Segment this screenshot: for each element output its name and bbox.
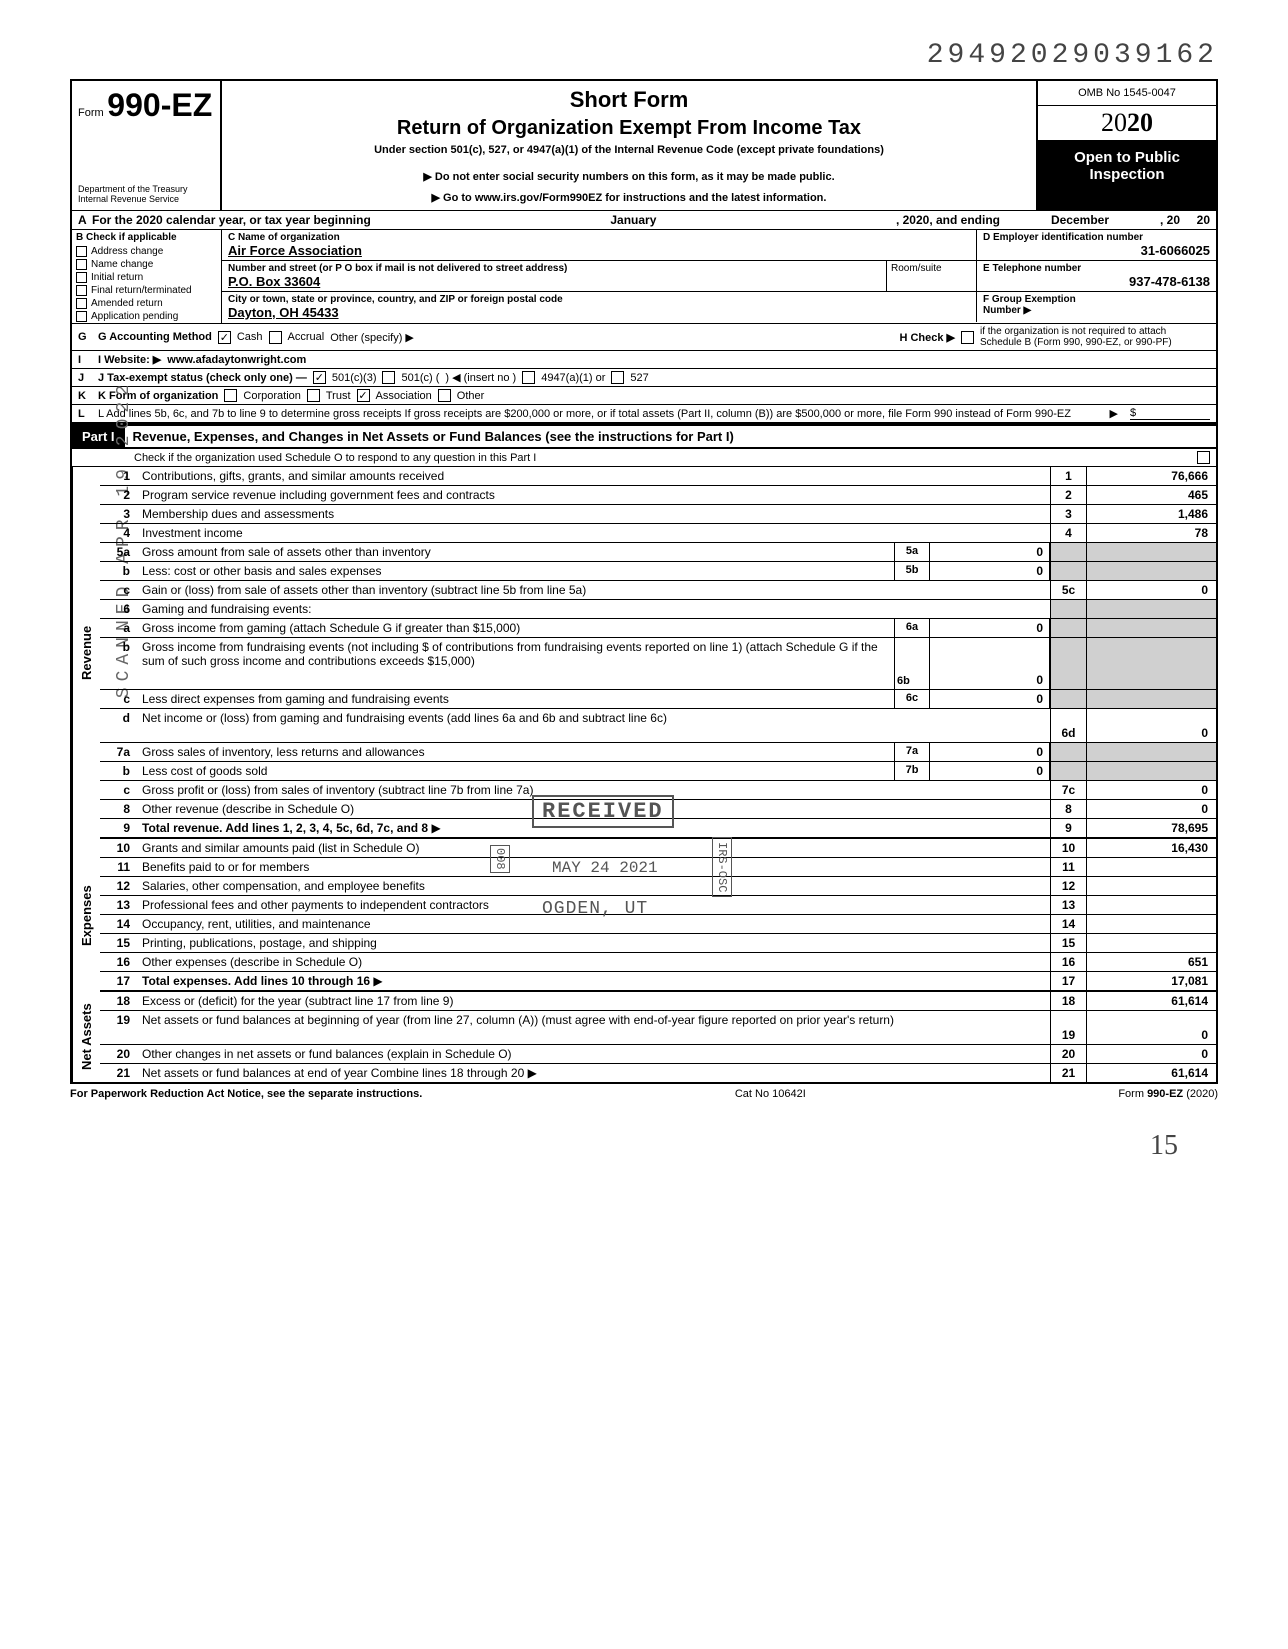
footer-form-ref: Form 990-EZ (2020)	[1118, 1088, 1218, 1100]
phone-value: 937-478-6138	[983, 274, 1210, 289]
revenue-side-label: Revenue	[72, 467, 100, 839]
row-l-gross-receipts: L L Add lines 5b, 6c, and 7b to line 9 t…	[70, 405, 1218, 424]
part-1-check: Check if the organization used Schedule …	[70, 449, 1218, 467]
tax-year: 2020	[1038, 106, 1216, 141]
received-stamp: RECEIVED	[532, 795, 674, 828]
row-i-website: I I Website: ▶ www.afadaytonwright.com	[70, 351, 1218, 369]
row-j-tax-exempt: J J Tax-exempt status (check only one) —…	[70, 369, 1218, 387]
title-main: Return of Organization Exempt From Incom…	[232, 117, 1026, 140]
row-a-tax-year: A For the 2020 calendar year, or tax yea…	[70, 210, 1218, 230]
page-footer: For Paperwork Reduction Act Notice, see …	[70, 1084, 1218, 1100]
note-ssn: ▶ Do not enter social security numbers o…	[232, 170, 1026, 183]
document-number: 29492029039162	[70, 40, 1218, 71]
chk-amended-return[interactable]: Amended return	[72, 297, 221, 310]
part-1-title: Revenue, Expenses, and Changes in Net As…	[125, 426, 742, 447]
group-exemption-number: Number ▶	[983, 305, 1210, 316]
note-url: ▶ Go to www.irs.gov/Form990EZ for instru…	[232, 191, 1026, 204]
expenses-side-label: Expenses	[72, 839, 100, 992]
footer-paperwork: For Paperwork Reduction Act Notice, see …	[70, 1088, 422, 1100]
form-number: 990-EZ	[107, 87, 212, 123]
dept-treasury: Department of the Treasury Internal Reve…	[78, 184, 214, 204]
chk-501c[interactable]	[382, 371, 395, 384]
form-prefix: Form	[78, 107, 104, 119]
chk-application-pending[interactable]: Application pending	[72, 310, 221, 323]
header-right: OMB No 1545-0047 2020 Open to Public Ins…	[1036, 81, 1216, 210]
phone-label: E Telephone number	[983, 263, 1210, 274]
received-date-stamp: MAY 24 2021	[552, 859, 658, 877]
chk-4947[interactable]	[522, 371, 535, 384]
chk-schedule-o[interactable]	[1197, 451, 1210, 464]
row-k-form-org: K K Form of organization Corporation Tru…	[70, 387, 1218, 405]
form-header: Form 990-EZ Department of the Treasury I…	[70, 79, 1218, 210]
omb-number: OMB No 1545-0047	[1038, 81, 1216, 106]
open-to-public: Open to Public Inspection	[1038, 141, 1216, 210]
block-bcdef: B Check if applicable Address change Nam…	[70, 230, 1218, 323]
chk-address-change[interactable]: Address change	[72, 245, 221, 258]
netassets-side-label: Net Assets	[72, 992, 100, 1082]
org-name-label: C Name of organization	[228, 232, 970, 243]
section-b-checkboxes: B Check if applicable Address change Nam…	[72, 230, 222, 323]
chk-initial-return[interactable]: Initial return	[72, 271, 221, 284]
chk-association[interactable]: ✓	[357, 389, 370, 402]
chk-cash[interactable]: ✓	[218, 331, 231, 344]
header-center: Short Form Return of Organization Exempt…	[222, 81, 1036, 210]
title-short-form: Short Form	[232, 87, 1026, 113]
chk-trust[interactable]	[307, 389, 320, 402]
ogden-stamp: OGDEN, UT	[542, 899, 648, 919]
ein-value: 31-6066025	[983, 243, 1210, 258]
chk-name-change[interactable]: Name change	[72, 258, 221, 271]
code-008-stamp: 008	[490, 845, 510, 873]
street-label: Number and street (or P O box if mail is…	[228, 263, 880, 274]
chk-accrual[interactable]	[269, 331, 282, 344]
street-value: P.O. Box 33604	[228, 274, 880, 289]
chk-other-org[interactable]	[438, 389, 451, 402]
org-name-value: Air Force Association	[228, 243, 970, 258]
footer-cat-no: Cat No 10642I	[735, 1088, 806, 1100]
chk-schedule-b[interactable]	[961, 331, 974, 344]
chk-final-return[interactable]: Final return/terminated	[72, 284, 221, 297]
subtitle: Under section 501(c), 527, or 4947(a)(1)…	[232, 144, 1026, 156]
chk-527[interactable]	[611, 371, 624, 384]
group-exemption-label: F Group Exemption	[983, 294, 1210, 305]
part-1-header: Part I Revenue, Expenses, and Changes in…	[70, 424, 1218, 449]
irs-osc-stamp: IRS-OSC	[712, 837, 732, 897]
part-1-table: Revenue 1Contributions, gifts, grants, a…	[70, 467, 1218, 1084]
row-g-accounting: G G Accounting Method ✓Cash Accrual Othe…	[70, 323, 1218, 351]
city-value: Dayton, OH 45433	[228, 305, 970, 320]
section-c: C Name of organization Air Force Associa…	[222, 230, 1216, 323]
chk-corporation[interactable]	[224, 389, 237, 402]
city-label: City or town, state or province, country…	[228, 294, 970, 305]
room-suite: Room/suite	[886, 261, 976, 291]
ein-label: D Employer identification number	[983, 232, 1210, 243]
header-left: Form 990-EZ Department of the Treasury I…	[72, 81, 222, 210]
handwritten-page-number: 15	[70, 1130, 1178, 1162]
chk-501c3[interactable]: ✓	[313, 371, 326, 384]
